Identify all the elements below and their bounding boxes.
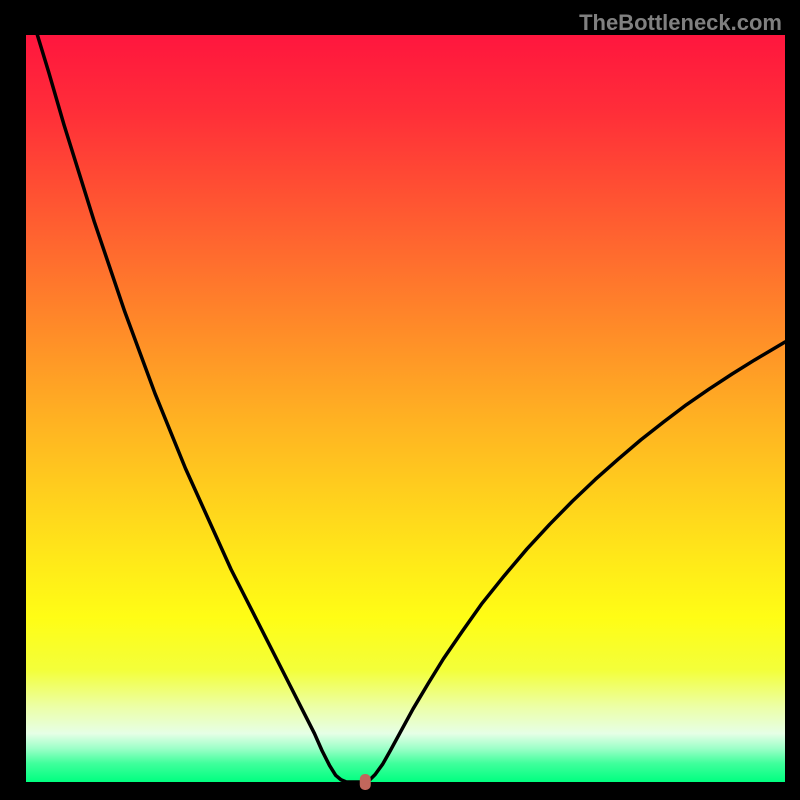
curve-layer [26,35,785,782]
min-marker [360,774,371,790]
watermark-text: TheBottleneck.com [579,10,782,36]
bottleneck-curve [37,35,785,782]
plot-area [26,35,785,782]
